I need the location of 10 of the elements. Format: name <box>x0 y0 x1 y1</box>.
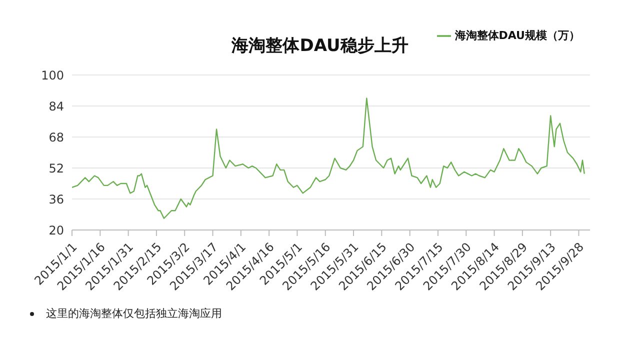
y-tick-label: 100 <box>41 68 64 82</box>
chart-title: 海淘整体DAU稳步上升 <box>232 36 408 56</box>
y-tick-label: 36 <box>48 192 64 206</box>
line-series <box>72 98 585 219</box>
y-tick-label: 52 <box>48 161 64 176</box>
y-tick-label: 68 <box>48 130 64 144</box>
y-tick-label: 20 <box>48 223 64 238</box>
text: 这里的海淘整体仅包括独立海淘应用 <box>46 306 222 321</box>
legend-label: 海淘整体DAU规模（万） <box>454 29 580 42</box>
y-tick-label: 84 <box>48 99 64 114</box>
